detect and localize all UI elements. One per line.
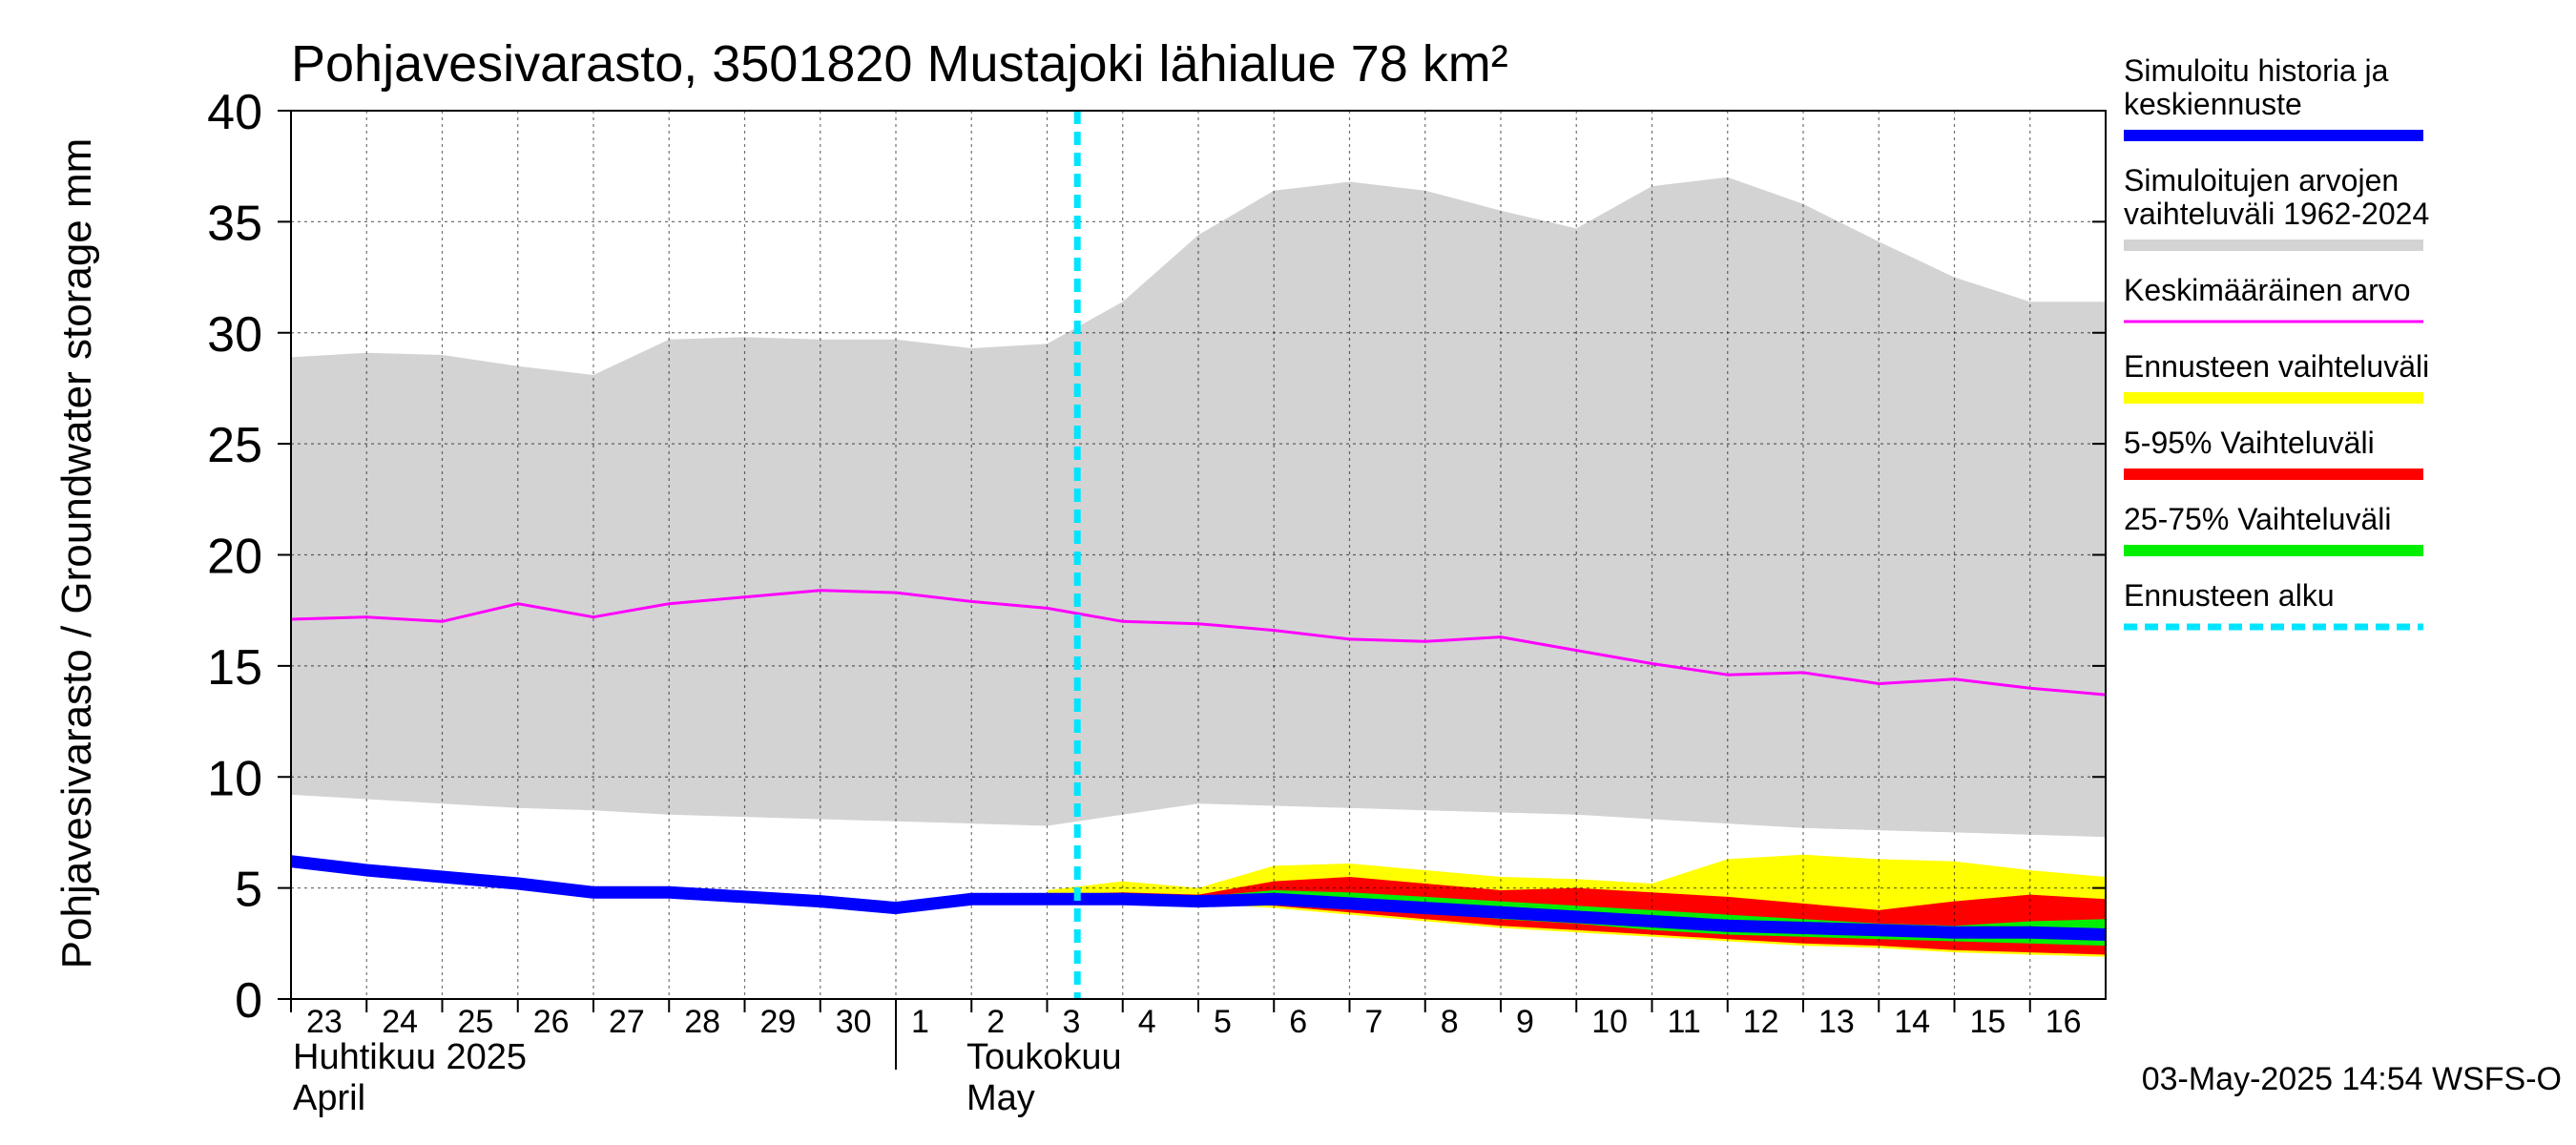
y-tick-label: 40 bbox=[207, 85, 262, 140]
x-tick-label: 13 bbox=[1818, 1004, 1855, 1040]
x-tick-label: 1 bbox=[911, 1004, 929, 1040]
month-label-fi: Huhtikuu 2025 bbox=[293, 1037, 527, 1077]
legend-label: 25-75% Vaihteluväli bbox=[2124, 502, 2391, 536]
x-tick-label: 26 bbox=[533, 1004, 570, 1040]
x-tick-label: 29 bbox=[760, 1004, 797, 1040]
plot-area bbox=[290, 110, 2107, 1000]
legend-label: Keskimääräinen arvo bbox=[2124, 273, 2411, 307]
y-tick-label: 35 bbox=[207, 196, 262, 251]
x-tick-label: 7 bbox=[1365, 1004, 1383, 1040]
y-tick-label: 10 bbox=[207, 751, 262, 806]
x-tick-label: 12 bbox=[1743, 1004, 1779, 1040]
legend-label: Simuloitujen arvojen bbox=[2124, 163, 2399, 198]
x-tick-label: 25 bbox=[458, 1004, 494, 1040]
month-label-fi: Toukokuu bbox=[966, 1037, 1122, 1077]
x-tick-label: 3 bbox=[1063, 1004, 1081, 1040]
y-tick-label: 0 bbox=[235, 973, 262, 1029]
month-label-en: May bbox=[966, 1078, 1035, 1118]
legend-label: 5-95% Vaihteluväli bbox=[2124, 426, 2375, 460]
x-tick-label: 6 bbox=[1289, 1004, 1307, 1040]
y-tick-label: 5 bbox=[235, 863, 262, 918]
timestamp-footer: 03-May-2025 14:54 WSFS-O bbox=[2142, 1061, 2562, 1097]
x-tick-label: 15 bbox=[1970, 1004, 2006, 1040]
x-tick-label: 16 bbox=[2046, 1004, 2082, 1040]
x-tick-label: 11 bbox=[1668, 1004, 1701, 1040]
series-line-keskim-r-inen-arvo bbox=[290, 589, 2107, 697]
chart-title: Pohjavesivarasto, 3501820 Mustajoki lähi… bbox=[291, 35, 1508, 93]
y-tick-label: 20 bbox=[207, 530, 262, 585]
x-tick-label: 30 bbox=[836, 1004, 872, 1040]
x-tick-label: 28 bbox=[684, 1004, 720, 1040]
x-tick-label: 2 bbox=[987, 1004, 1005, 1040]
y-tick-label: 15 bbox=[207, 640, 262, 696]
legend-label: vaihteluväli 1962-2024 bbox=[2124, 197, 2429, 231]
y-axis-label: Pohjavesivarasto / Groundwater storage m… bbox=[53, 138, 100, 969]
x-tick-label: 24 bbox=[382, 1004, 418, 1040]
legend-label: Simuloitu historia ja bbox=[2124, 53, 2389, 88]
x-tick-label: 5 bbox=[1214, 1004, 1232, 1040]
legend-label: keskiennuste bbox=[2124, 87, 2302, 121]
x-tick-label: 14 bbox=[1894, 1004, 1930, 1040]
series-line-simuloitu-historia-ja-keskiennuste bbox=[290, 855, 2107, 941]
legend-label: Ennusteen alku bbox=[2124, 578, 2335, 613]
x-tick-label: 10 bbox=[1591, 1004, 1628, 1040]
x-tick-label: 23 bbox=[306, 1004, 343, 1040]
y-tick-label: 30 bbox=[207, 307, 262, 363]
y-tick-label: 25 bbox=[207, 418, 262, 473]
x-tick-label: 27 bbox=[609, 1004, 645, 1040]
legend-label: Ennusteen vaihteluväli bbox=[2124, 349, 2429, 384]
x-tick-label: 9 bbox=[1516, 1004, 1534, 1040]
x-tick-label: 4 bbox=[1138, 1004, 1156, 1040]
x-tick-label: 8 bbox=[1441, 1004, 1459, 1040]
month-label-en: April bbox=[293, 1078, 365, 1118]
